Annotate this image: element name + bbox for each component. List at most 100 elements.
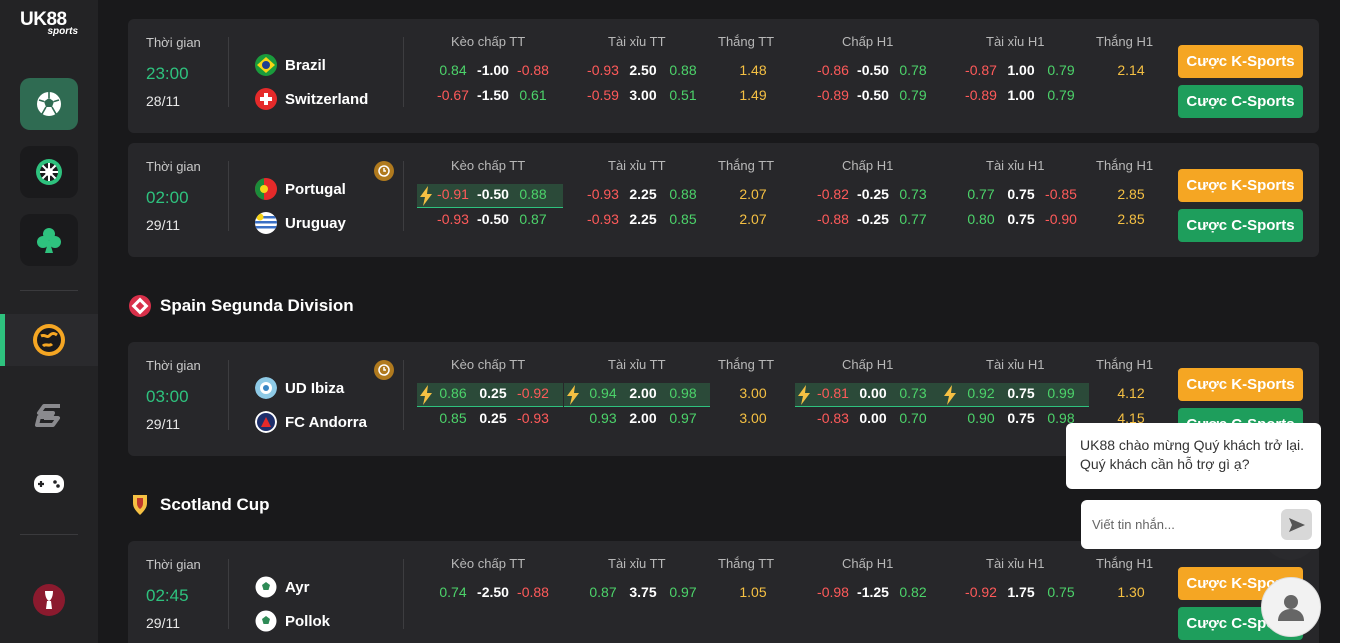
odds-cell[interactable]: -0.82: [817, 186, 849, 202]
odds-cell[interactable]: -0.50: [477, 211, 509, 227]
odds-cell[interactable]: 0.84: [439, 62, 467, 78]
odds-cell[interactable]: -1.50: [477, 87, 509, 103]
odds-cell[interactable]: 2.00: [629, 410, 657, 426]
odds-cell[interactable]: 0.98: [1047, 410, 1075, 426]
odds-cell[interactable]: 0.75: [1007, 410, 1035, 426]
odds-cell[interactable]: 1.05: [739, 584, 767, 600]
odds-cell[interactable]: 2.14: [1117, 62, 1145, 78]
odds-cell[interactable]: 0.00: [859, 410, 887, 426]
odds-cell[interactable]: 0.73: [899, 385, 927, 401]
odds-cell[interactable]: 3.00: [739, 410, 767, 426]
odds-cell[interactable]: -0.92: [517, 385, 549, 401]
away-team[interactable]: Uruguay: [255, 212, 346, 234]
odds-cell[interactable]: -0.92: [965, 584, 997, 600]
odds-cell[interactable]: 0.94: [589, 385, 617, 401]
sidebar-item-virtual[interactable]: [20, 146, 78, 198]
sidebar-item-casino[interactable]: [20, 214, 78, 266]
send-button[interactable]: [1281, 509, 1312, 540]
bet-c-sports-button[interactable]: Cược C-Sports: [1178, 85, 1303, 118]
odds-cell[interactable]: 3.00: [739, 385, 767, 401]
chat-input-box[interactable]: Viết tin nhắn...: [1081, 500, 1321, 549]
odds-cell[interactable]: 0.88: [669, 186, 697, 202]
odds-cell[interactable]: 1.30: [1117, 584, 1145, 600]
odds-cell[interactable]: 3.75: [629, 584, 657, 600]
odds-cell[interactable]: 4.15: [1117, 410, 1145, 426]
odds-cell[interactable]: -0.88: [817, 211, 849, 227]
odds-cell[interactable]: 0.97: [669, 410, 697, 426]
odds-cell[interactable]: 0.73: [899, 186, 927, 202]
odds-cell[interactable]: -0.88: [517, 62, 549, 78]
odds-cell[interactable]: 2.50: [629, 62, 657, 78]
odds-cell[interactable]: 0.78: [899, 62, 927, 78]
odds-cell[interactable]: -0.91: [437, 186, 469, 202]
odds-cell[interactable]: -0.85: [1045, 186, 1077, 202]
odds-cell[interactable]: -0.50: [477, 186, 509, 202]
odds-cell[interactable]: -0.50: [857, 62, 889, 78]
odds-cell[interactable]: 0.93: [589, 410, 617, 426]
odds-cell[interactable]: 0.88: [519, 186, 547, 202]
odds-cell[interactable]: 2.00: [629, 385, 657, 401]
odds-cell[interactable]: -1.25: [857, 584, 889, 600]
odds-cell[interactable]: -0.67: [437, 87, 469, 103]
odds-cell[interactable]: 0.90: [967, 410, 995, 426]
away-team[interactable]: Switzerland: [255, 88, 368, 110]
odds-cell[interactable]: 0.97: [669, 584, 697, 600]
chat-avatar-button[interactable]: [1261, 577, 1321, 637]
sidebar-item-soccer[interactable]: [20, 78, 78, 130]
odds-cell[interactable]: -0.93: [587, 62, 619, 78]
odds-cell[interactable]: -0.59: [587, 87, 619, 103]
odds-cell[interactable]: -0.25: [857, 186, 889, 202]
odds-cell[interactable]: -0.93: [517, 410, 549, 426]
odds-cell[interactable]: 1.00: [1007, 62, 1035, 78]
sidebar-item-worldcup[interactable]: [20, 574, 78, 626]
home-team[interactable]: Brazil: [255, 54, 326, 76]
bet-k-sports-button[interactable]: Cược K-Sports: [1178, 45, 1303, 78]
odds-cell[interactable]: -0.98: [817, 584, 849, 600]
brand-logo[interactable]: UK88 sports: [20, 9, 78, 37]
odds-cell[interactable]: 0.75: [1007, 211, 1035, 227]
away-team[interactable]: FC Andorra: [255, 411, 367, 433]
league-header[interactable]: Scotland Cup: [128, 493, 270, 517]
odds-cell[interactable]: 0.86: [439, 385, 467, 401]
home-team[interactable]: Ayr: [255, 576, 309, 598]
away-team[interactable]: Pollok: [255, 610, 330, 632]
odds-cell[interactable]: -2.50: [477, 584, 509, 600]
odds-cell[interactable]: 4.12: [1117, 385, 1145, 401]
odds-cell[interactable]: 0.75: [1007, 186, 1035, 202]
chat-input-placeholder[interactable]: Viết tin nhắn...: [1092, 517, 1175, 532]
odds-cell[interactable]: -0.25: [857, 211, 889, 227]
odds-cell[interactable]: -0.93: [437, 211, 469, 227]
sidebar-item-esports[interactable]: [20, 314, 78, 366]
sidebar-item-games[interactable]: [20, 458, 78, 510]
odds-cell[interactable]: -0.50: [857, 87, 889, 103]
odds-cell[interactable]: 0.51: [669, 87, 697, 103]
odds-cell[interactable]: -0.87: [965, 62, 997, 78]
odds-cell[interactable]: 0.79: [899, 87, 927, 103]
odds-cell[interactable]: 0.25: [479, 410, 507, 426]
league-header[interactable]: Spain Segunda Division: [128, 294, 354, 318]
odds-cell[interactable]: -1.00: [477, 62, 509, 78]
odds-cell[interactable]: 0.75: [1047, 584, 1075, 600]
odds-cell[interactable]: -0.90: [1045, 211, 1077, 227]
odds-cell[interactable]: -0.86: [817, 62, 849, 78]
odds-cell[interactable]: 0.87: [589, 584, 617, 600]
odds-cell[interactable]: -0.81: [817, 385, 849, 401]
odds-cell[interactable]: 0.25: [479, 385, 507, 401]
odds-cell[interactable]: 2.85: [1117, 211, 1145, 227]
odds-cell[interactable]: 2.25: [629, 211, 657, 227]
odds-cell[interactable]: -0.93: [587, 186, 619, 202]
home-team[interactable]: Portugal: [255, 178, 346, 200]
odds-cell[interactable]: -0.93: [587, 211, 619, 227]
odds-cell[interactable]: 0.77: [899, 211, 927, 227]
odds-cell[interactable]: 2.85: [1117, 186, 1145, 202]
odds-cell[interactable]: 0.70: [899, 410, 927, 426]
odds-cell[interactable]: 0.00: [859, 385, 887, 401]
bet-k-sports-button[interactable]: Cược K-Sports: [1178, 169, 1303, 202]
bet-k-sports-button[interactable]: Cược K-Sports: [1178, 368, 1303, 401]
odds-cell[interactable]: 1.00: [1007, 87, 1035, 103]
odds-cell[interactable]: 3.00: [629, 87, 657, 103]
odds-cell[interactable]: 1.75: [1007, 584, 1035, 600]
odds-cell[interactable]: 2.07: [739, 186, 767, 202]
odds-cell[interactable]: 0.79: [1047, 62, 1075, 78]
odds-cell[interactable]: -0.83: [817, 410, 849, 426]
